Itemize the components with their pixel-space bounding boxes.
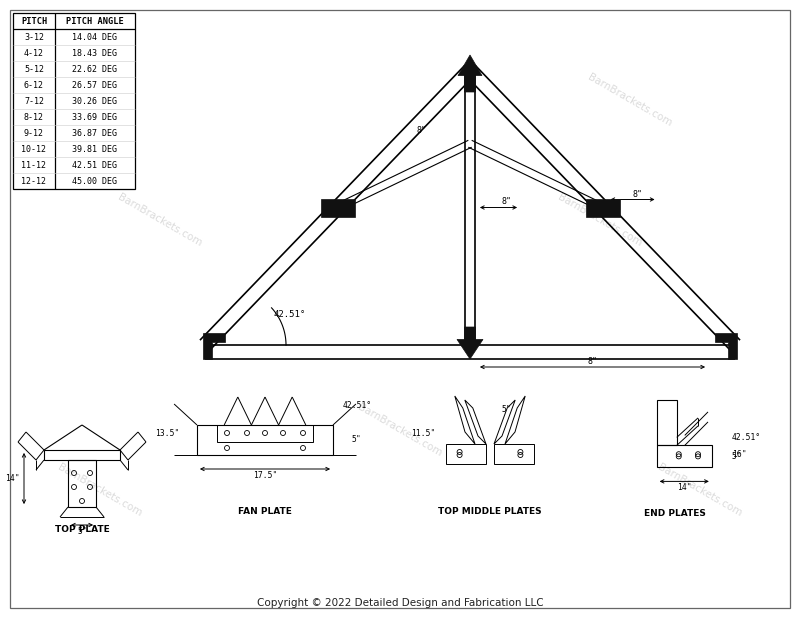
Polygon shape: [586, 198, 619, 216]
Text: Copyright © 2022 Detailed Design and Fabrication LLC: Copyright © 2022 Detailed Design and Fab…: [257, 598, 543, 608]
Text: 5": 5": [77, 527, 87, 536]
Text: PITCH ANGLE: PITCH ANGLE: [66, 17, 124, 25]
Text: 18.43 DEG: 18.43 DEG: [73, 48, 118, 57]
Text: TOP PLATE: TOP PLATE: [54, 525, 110, 535]
Text: 9-12: 9-12: [24, 129, 44, 137]
Polygon shape: [203, 332, 225, 359]
Text: 17.5": 17.5": [253, 470, 277, 480]
Text: BarnBrackets.com: BarnBrackets.com: [556, 192, 644, 248]
Text: 12-12: 12-12: [22, 177, 46, 185]
Text: 14": 14": [5, 474, 19, 483]
Text: 42.51 DEG: 42.51 DEG: [73, 161, 118, 169]
Text: 10-12: 10-12: [22, 145, 46, 153]
Text: 8": 8": [502, 197, 511, 206]
Text: 42.51°: 42.51°: [343, 400, 372, 410]
Text: 13.5": 13.5": [154, 429, 179, 438]
Polygon shape: [321, 198, 354, 216]
Text: 42.51°: 42.51°: [732, 433, 761, 442]
Text: 5": 5": [351, 434, 361, 444]
Text: BarnBrackets.com: BarnBrackets.com: [656, 462, 744, 518]
Text: BarnBrackets.com: BarnBrackets.com: [56, 462, 144, 518]
Text: 30.26 DEG: 30.26 DEG: [73, 96, 118, 106]
Polygon shape: [13, 13, 135, 189]
Text: 11.5": 11.5": [410, 430, 435, 439]
Text: END PLATES: END PLATES: [644, 509, 706, 519]
Polygon shape: [715, 332, 737, 359]
Text: 36.87 DEG: 36.87 DEG: [73, 129, 118, 137]
Text: 4-12: 4-12: [24, 48, 44, 57]
Text: 14": 14": [677, 483, 691, 492]
Text: BarnBrackets.com: BarnBrackets.com: [356, 402, 444, 458]
Text: 16": 16": [732, 450, 746, 459]
Text: 7-12: 7-12: [24, 96, 44, 106]
Polygon shape: [457, 327, 483, 359]
Text: 5": 5": [732, 452, 742, 461]
Text: 5": 5": [502, 405, 512, 415]
Text: 33.69 DEG: 33.69 DEG: [73, 112, 118, 122]
Text: FAN PLATE: FAN PLATE: [238, 507, 292, 515]
Text: 8": 8": [633, 190, 642, 199]
Text: 8": 8": [587, 357, 598, 365]
Text: TOP MIDDLE PLATES: TOP MIDDLE PLATES: [438, 507, 542, 517]
Text: 11-12: 11-12: [22, 161, 46, 169]
Text: 45.00 DEG: 45.00 DEG: [73, 177, 118, 185]
Text: 39.81 DEG: 39.81 DEG: [73, 145, 118, 153]
Text: 5-12: 5-12: [24, 64, 44, 74]
Text: 8-12: 8-12: [24, 112, 44, 122]
Polygon shape: [458, 55, 482, 92]
Text: 22.62 DEG: 22.62 DEG: [73, 64, 118, 74]
Text: 42.51°: 42.51°: [274, 310, 306, 320]
Text: 14.04 DEG: 14.04 DEG: [73, 33, 118, 41]
Text: PITCH: PITCH: [21, 17, 47, 25]
Text: BarnBrackets.com: BarnBrackets.com: [116, 192, 204, 248]
Text: 6-12: 6-12: [24, 80, 44, 90]
Text: 26.57 DEG: 26.57 DEG: [73, 80, 118, 90]
Text: BarnBrackets.com: BarnBrackets.com: [586, 72, 674, 128]
Text: 8": 8": [417, 126, 426, 135]
Text: 3-12: 3-12: [24, 33, 44, 41]
